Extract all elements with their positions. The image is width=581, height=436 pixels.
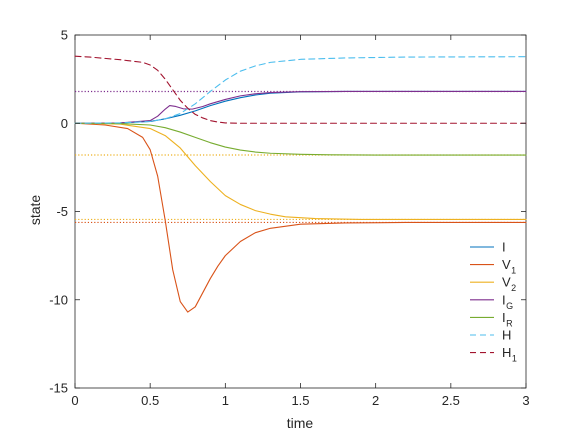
x-tick-label: 1	[222, 393, 229, 408]
x-axis-label: time	[287, 415, 314, 431]
y-tick-label: 0	[61, 116, 68, 131]
legend-label: I	[502, 310, 506, 325]
plot-area	[74, 34, 527, 389]
legend-label-subscript: 1	[512, 354, 517, 364]
x-tick-label: 3	[522, 393, 529, 408]
series-line-h	[74, 56, 527, 124]
x-tick-label: 0	[71, 393, 78, 408]
series-lines	[74, 55, 527, 313]
x-axis: 0 0.5 1 1.5 2 2.5 3	[71, 35, 530, 408]
x-tick-label: 1.5	[291, 393, 309, 408]
series-line-v2	[74, 122, 527, 220]
y-axis: -15 -10 -5 0 5	[49, 28, 526, 396]
y-tick-label: -15	[49, 381, 68, 396]
legend-label: H	[502, 345, 511, 360]
y-tick-label: -5	[56, 204, 68, 219]
legend-label: V	[502, 257, 511, 272]
y-tick-label: -10	[49, 292, 68, 307]
series-line-ir	[74, 122, 527, 156]
y-axis-label: state	[27, 195, 43, 226]
legend-label-subscript: 2	[511, 283, 516, 293]
legend-label-subscript: G	[506, 301, 513, 311]
legend-label-subscript: 1	[511, 266, 516, 276]
x-tick-label: 2	[372, 393, 379, 408]
x-tick-label: 0.5	[141, 393, 159, 408]
legend-label: V	[502, 275, 511, 290]
y-tick-label: 5	[61, 28, 68, 43]
legend-label-subscript: R	[506, 318, 513, 328]
legend: IV 1V 2I GI RHH 1	[470, 240, 517, 364]
legend-label: I	[502, 292, 506, 307]
x-tick-label: 2.5	[442, 393, 460, 408]
legend-label: H	[502, 328, 511, 343]
legend-label: I	[502, 240, 506, 255]
series-line-v1	[74, 122, 527, 313]
series-line-ig	[74, 90, 527, 124]
series-line-h1	[74, 55, 527, 124]
